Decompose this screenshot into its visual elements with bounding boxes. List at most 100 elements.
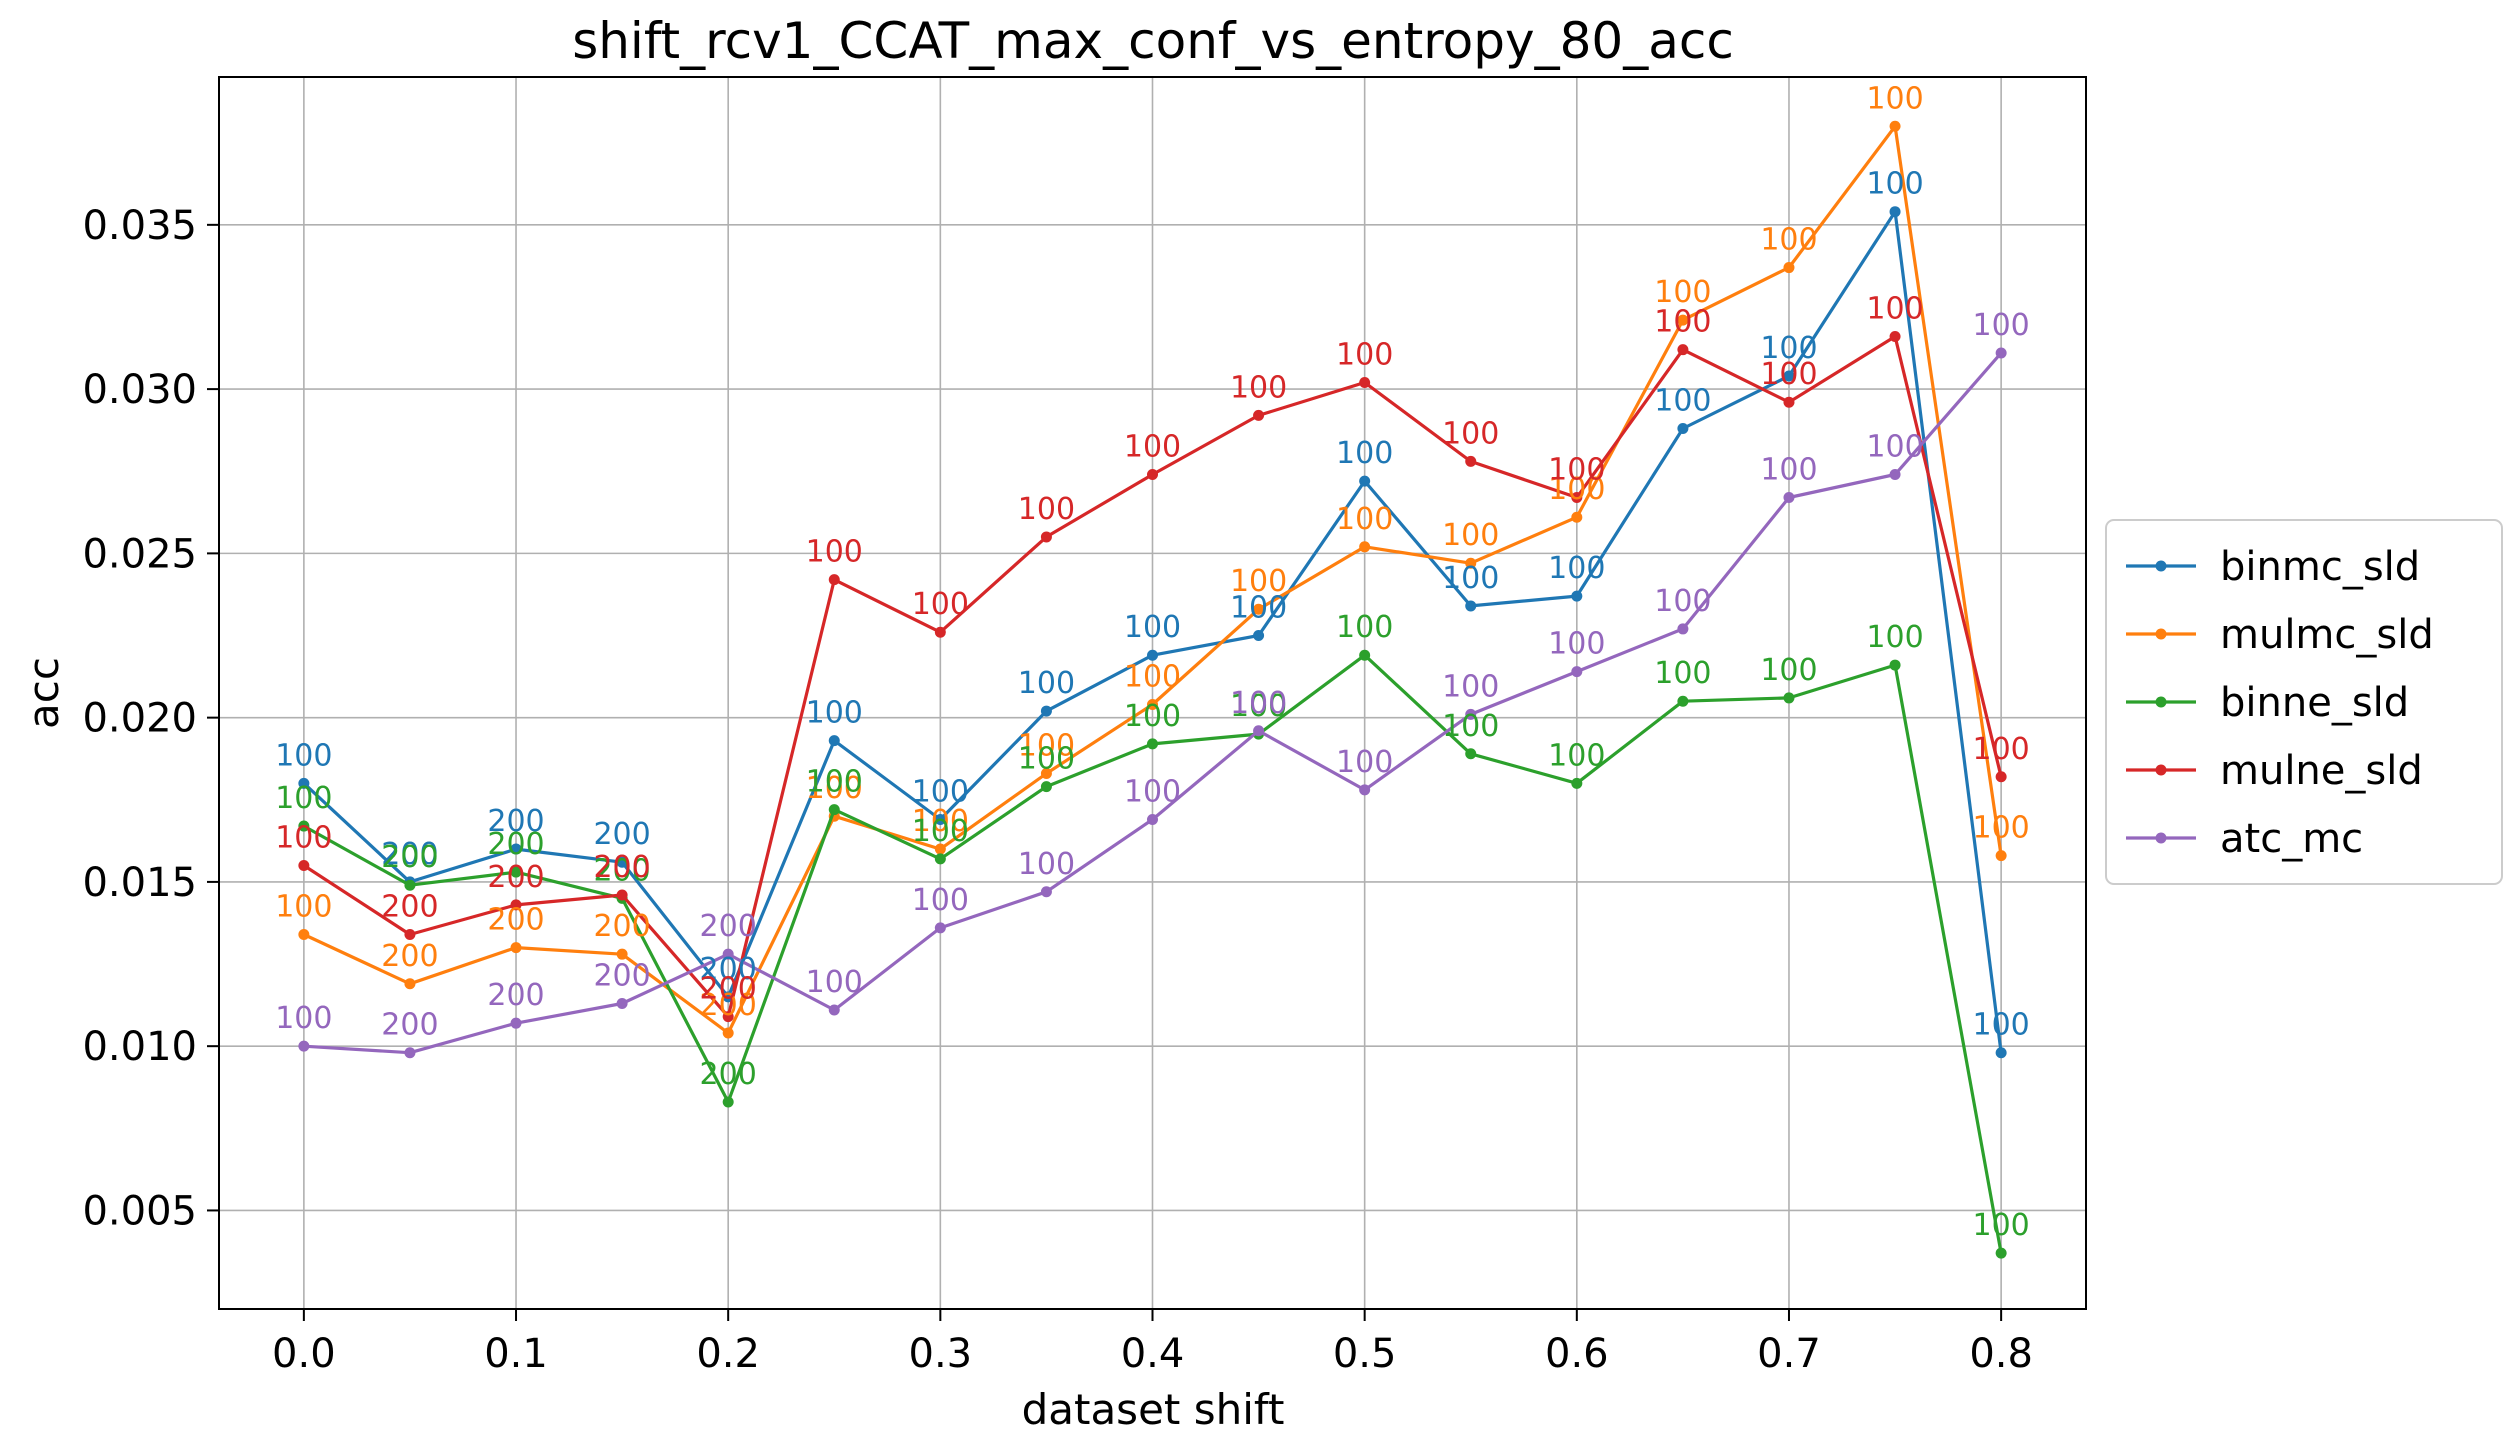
data-label: 100: [1018, 492, 1075, 527]
data-label: 100: [275, 781, 332, 816]
data-label: 100: [1654, 305, 1711, 340]
data-point: [1147, 469, 1158, 481]
data-point: [510, 942, 522, 954]
data-label: 100: [275, 889, 332, 924]
data-point: [1040, 531, 1052, 543]
data-label: 200: [381, 889, 438, 924]
data-label: 100: [1124, 699, 1181, 734]
data-label: 100: [912, 883, 969, 918]
legend-entry-binne_sld: binne_sld: [2126, 680, 2409, 726]
data-label: 200: [700, 988, 757, 1023]
y-tick-label: 0.030: [82, 367, 197, 413]
legend: binmc_sld mulmc_sld binne_sld mulne_sld atc_…: [2105, 519, 2503, 885]
data-label: 100: [1973, 732, 2030, 767]
data-label: 100: [1124, 610, 1181, 645]
legend-box: [2105, 519, 2503, 885]
data-point: [1995, 771, 2007, 783]
data-label: 100: [1973, 1008, 2030, 1043]
data-point: [510, 843, 522, 855]
series-mulne_sld: [298, 331, 2007, 1023]
data-label: 100: [1336, 610, 1393, 645]
data-label: 100: [275, 1001, 332, 1036]
data-point: [1040, 705, 1052, 717]
legend-label: mulmc_sld: [2220, 612, 2434, 658]
y-axis-label: acc: [19, 657, 68, 729]
data-point: [404, 928, 416, 940]
x-axis-label: dataset shift: [1022, 1385, 1285, 1434]
data-label: 200: [487, 804, 544, 839]
y-tick-label: 0.020: [82, 696, 197, 742]
legend-label: binmc_sld: [2220, 544, 2420, 590]
data-label: 100: [1124, 659, 1181, 694]
data-label: 100: [1548, 472, 1605, 507]
data-point: [1147, 813, 1158, 825]
data-point: [510, 899, 522, 911]
data-point: [828, 804, 840, 816]
legend-entry-mulmc_sld: mulmc_sld: [2126, 612, 2434, 658]
data-label: 100: [1548, 551, 1605, 586]
data-point: [616, 889, 628, 901]
data-point: [1677, 314, 1689, 326]
data-point: [1571, 492, 1583, 504]
x-tick-label: 0.0: [272, 1331, 336, 1377]
data-label: 200: [381, 840, 438, 875]
data-point: [1465, 455, 1477, 467]
data-label: 200: [700, 909, 757, 944]
y-tick-label: 0.025: [82, 531, 197, 577]
data-point: [1783, 370, 1795, 382]
data-point: [1147, 649, 1158, 661]
data-label: 100: [1230, 686, 1287, 721]
data-label: 200: [381, 1008, 438, 1043]
data-label: 100: [1230, 370, 1287, 405]
data-label: 100: [912, 587, 969, 622]
x-tick-label: 0.3: [909, 1331, 973, 1377]
data-label: 100: [1442, 416, 1499, 451]
data-label: 200: [487, 827, 544, 862]
legend-entry-mulne_sld: mulne_sld: [2126, 748, 2423, 794]
data-point: [298, 777, 310, 789]
data-label: 100: [1654, 656, 1711, 691]
data-label: 100: [275, 738, 332, 773]
legend-label: binne_sld: [2220, 680, 2409, 726]
data-point: [298, 928, 310, 940]
data-label: 100: [1760, 453, 1817, 488]
data-label: 100: [275, 820, 332, 855]
x-tick-label: 0.6: [1545, 1331, 1609, 1377]
data-point: [1995, 1247, 2007, 1259]
data-point: [1253, 725, 1265, 737]
data-label: 100: [1654, 275, 1711, 310]
data-label: 100: [1548, 738, 1605, 773]
data-label: 100: [1018, 847, 1075, 882]
x-tick-label: 0.7: [1757, 1331, 1821, 1377]
data-point: [1253, 630, 1265, 642]
data-label: 100: [1442, 561, 1499, 596]
data-label: 100: [1018, 742, 1075, 777]
data-label: 100: [912, 814, 969, 849]
x-tick-label: 0.4: [1121, 1331, 1185, 1377]
data-label: 100: [1760, 331, 1817, 366]
data-point: [722, 1011, 734, 1023]
data-point: [1571, 511, 1583, 523]
data-point: [1359, 649, 1371, 661]
data-label: 100: [806, 771, 863, 806]
data-point: [298, 859, 310, 871]
data-point: [1889, 469, 1901, 481]
data-label: 100: [806, 965, 863, 1000]
data-label: 100: [1018, 666, 1075, 701]
data-point: [1783, 262, 1795, 274]
data-point: [616, 856, 628, 868]
data-point: [1995, 1047, 2007, 1059]
data-point: [1040, 781, 1052, 793]
data-label: 100: [1336, 338, 1393, 373]
data-point: [1359, 475, 1371, 487]
data-label: 100: [912, 804, 969, 839]
data-label: 100: [1336, 502, 1393, 537]
data-point: [1147, 738, 1158, 750]
data-label: 100: [1336, 745, 1393, 780]
data-label: 100: [1866, 430, 1923, 465]
data-label: 200: [593, 853, 650, 888]
x-tick-label: 0.5: [1333, 1331, 1397, 1377]
data-label: 200: [381, 837, 438, 872]
data-label: 100: [1548, 453, 1605, 488]
